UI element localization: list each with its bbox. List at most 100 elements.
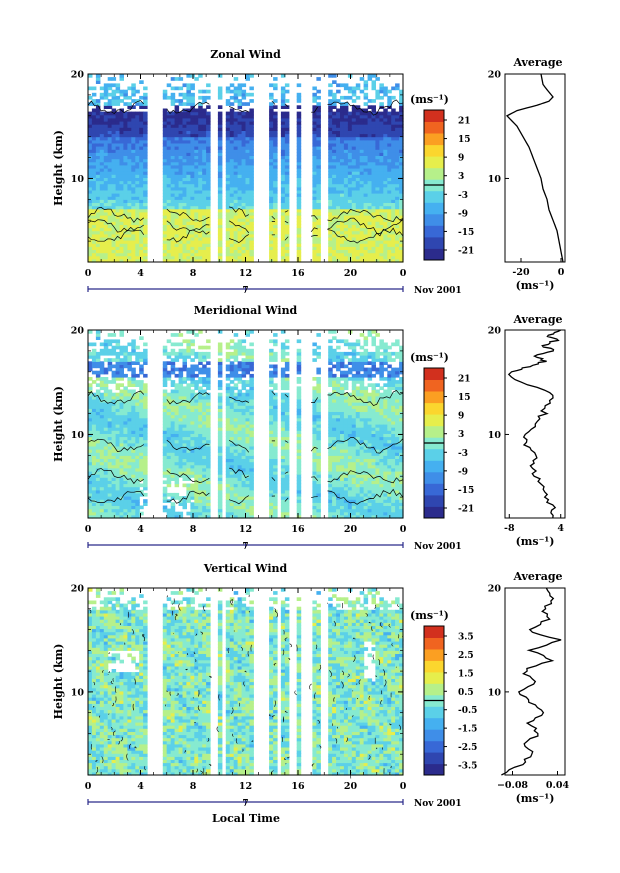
profile-y-tick-label: 20 [488, 584, 502, 595]
colorbar-tick-label: 21 [458, 375, 471, 385]
colorbar: (ms⁻¹) 21 15 9 3 -3 -9 -15 -21 [410, 93, 474, 261]
chart-title: Meridional Wind [194, 304, 298, 317]
colorbar-tick-label: 2.5 [458, 651, 474, 661]
colorbar-tick-label: 0.5 [458, 688, 474, 698]
y-tick-label: 20 [71, 70, 85, 81]
x-tick-label: 0 [85, 781, 92, 792]
chart-title: Vertical Wind [203, 562, 288, 575]
x-tick-label: 8 [190, 268, 197, 279]
profile-y-tick-label: 10 [488, 687, 502, 698]
profile-y-tick-label: 20 [488, 326, 502, 337]
y-tick-label: 20 [71, 584, 85, 595]
profile-y-tick-label: 20 [488, 70, 502, 81]
colorbar-tick-label: -1.5 [458, 725, 477, 735]
colorbar-tick-label: -3 [458, 191, 468, 201]
x-tick-label: 16 [291, 524, 305, 535]
colorbar-unit: (ms⁻¹) [410, 351, 449, 364]
panel-2: Meridional Wind 20 10 Height (km) 0 4 8 12 16 20 0… [52, 304, 566, 552]
x-tick-label: 0 [400, 524, 407, 535]
chart-title: Zonal Wind [210, 48, 281, 61]
y-tick-label: 10 [71, 174, 85, 185]
colorbar-tick-label: -15 [458, 486, 474, 496]
profile-x-tick-label: 0.04 [546, 780, 570, 791]
x-tick-label: 8 [190, 524, 197, 535]
profile-title: Average [512, 313, 562, 326]
x-tick-label: 0 [85, 268, 92, 279]
profile-x-tick-label: −0.08 [497, 780, 528, 791]
heatmap-cells [88, 74, 404, 263]
average-profile: Average 20 10 -20 0(ms⁻¹) [488, 56, 566, 292]
colorbar: (ms⁻¹) 21 15 9 3 -3 -9 -15 -21 [410, 351, 474, 519]
x-tick-label: 20 [344, 781, 358, 792]
colorbar: (ms⁻¹) 3.5 2.5 1.5 0.5 -0.5 -1.5 -2.5 -3.5 [410, 609, 477, 776]
x-tick-label: 16 [291, 268, 305, 279]
colorbar-tick-label: -3.5 [458, 762, 477, 772]
colorbar-unit: (ms⁻¹) [410, 609, 449, 622]
colorbar-tick-label: -9 [458, 209, 468, 219]
colorbar-unit: (ms⁻¹) [410, 93, 449, 106]
date-label: Nov 2001 [414, 542, 462, 552]
profile-title: Average [512, 570, 562, 583]
x-tick-label: 4 [137, 268, 144, 279]
profile-line [507, 329, 562, 519]
colorbar-tick-label: -21 [458, 505, 474, 515]
date-marker: 7 [242, 286, 248, 296]
panel-1: Zonal Wind 20 10 Height (km) 0 4 8 12 16 20 0 7 Nov … [52, 48, 566, 296]
profile-x-axis-label: (ms⁻¹) [516, 535, 555, 548]
colorbar-tick-label: -15 [458, 228, 474, 238]
colorbar-tick-label: 3 [458, 172, 464, 182]
profile-x-tick-label: 4 [557, 523, 564, 534]
colorbar-tick-label: 3 [458, 430, 464, 440]
heatmap-cells [88, 588, 404, 776]
colorbar-tick-label: -21 [458, 247, 474, 257]
colorbar-tick-label: 3.5 [458, 633, 474, 643]
profile-y-tick-label: 10 [488, 430, 502, 441]
x-tick-label: 20 [344, 524, 358, 535]
contour-lines [87, 99, 404, 244]
x-tick-label: 12 [239, 268, 252, 279]
colorbar-tick-label: -9 [458, 467, 468, 477]
x-tick-label: 12 [239, 781, 252, 792]
profile-x-tick-label: -20 [512, 267, 530, 278]
average-profile: Average 20 10 -8 4(ms⁻¹) [488, 313, 566, 548]
colorbar-tick-label: 21 [458, 117, 471, 127]
x-tick-label: 8 [190, 781, 197, 792]
profile-x-axis-label: (ms⁻¹) [516, 279, 555, 292]
x-tick-label: 12 [239, 524, 252, 535]
average-profile: Average 20 10 −0.08 0.04(ms⁻¹) [488, 570, 570, 805]
date-marker: 7 [242, 542, 248, 552]
y-axis-label: Height (km) [52, 386, 65, 462]
contour-lines [89, 594, 404, 779]
date-marker: 7 [242, 799, 248, 809]
profile-x-tick-label: -8 [504, 523, 515, 534]
colorbar-tick-label: 9 [458, 412, 464, 422]
panel-3: Vertical Wind 20 10 Height (km) 0 4 8 12 16 20 0 7 N… [52, 562, 569, 809]
date-label: Nov 2001 [414, 286, 462, 296]
colorbar-tick-label: -3 [458, 449, 468, 459]
heatmap-cells [88, 330, 404, 519]
colorbar-tick-label: 15 [458, 393, 471, 403]
profile-y-tick-label: 10 [488, 174, 502, 185]
profile-x-tick-label: 0 [558, 267, 565, 278]
y-axis-label: Height (km) [52, 130, 65, 206]
colorbar-tick-label: 1.5 [458, 669, 474, 679]
x-tick-label: 20 [344, 268, 358, 279]
x-tick-label: 0 [400, 781, 407, 792]
x-tick-label: 0 [400, 268, 407, 279]
date-label: Nov 2001 [414, 799, 462, 809]
y-tick-label: 10 [71, 687, 85, 698]
profile-x-axis-label: (ms⁻¹) [516, 792, 555, 805]
profile-line [501, 587, 562, 776]
colorbar-tick-label: -2.5 [458, 743, 477, 753]
x-tick-label: 16 [291, 781, 305, 792]
x-tick-label: 4 [137, 781, 144, 792]
colorbar-tick-label: -0.5 [458, 706, 477, 716]
profile-line [505, 73, 564, 263]
colorbar-tick-label: 9 [458, 154, 464, 164]
y-tick-label: 20 [71, 326, 85, 337]
x-axis-label: Local Time [212, 812, 280, 825]
y-axis-label: Height (km) [52, 644, 65, 720]
contour-lines [87, 389, 404, 505]
colorbar-tick-label: 15 [458, 135, 471, 145]
